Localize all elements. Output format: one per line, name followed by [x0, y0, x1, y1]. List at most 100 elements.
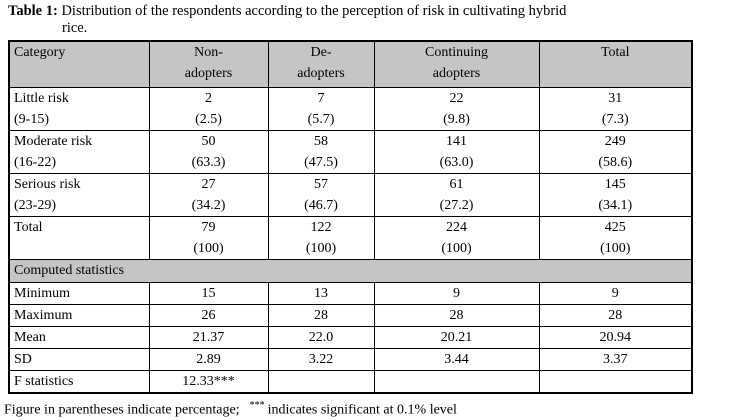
row-label: Total: [14, 220, 43, 235]
stat-label: SD: [8, 348, 150, 371]
percent-value: (100): [600, 241, 631, 256]
count-value: 58: [314, 134, 328, 149]
row-label: Serious risk: [14, 177, 81, 192]
stat-value: 3.22: [267, 348, 375, 371]
count-value: 145: [604, 177, 626, 192]
significance-asterisks: ***: [249, 400, 265, 411]
stat-value: 9: [538, 282, 693, 305]
table-caption: Table 1: Distribution of the respondents…: [8, 3, 719, 37]
table-row-total: Total 79 (100) 122 (100) 224 (100) 425 (…: [8, 216, 693, 260]
row-label: Little risk: [14, 91, 69, 106]
stat-value: 13: [267, 282, 375, 305]
section-header-computed-statistics: Computed statistics: [8, 259, 693, 283]
stat-label: Maximum: [8, 304, 150, 327]
section-header-row: Computed statistics: [8, 259, 693, 283]
column-header-total: Total: [538, 40, 693, 88]
data-cell: 58 (47.5): [267, 130, 375, 174]
stat-value: 3.44: [373, 348, 540, 371]
stat-label: Minimum: [8, 282, 150, 305]
stat-value: 28: [267, 304, 375, 327]
data-cell: 122 (100): [267, 216, 375, 260]
header-line: adopters: [184, 66, 233, 81]
stat-value-f: 12.33***: [148, 370, 269, 394]
stat-value-empty: [538, 370, 693, 394]
count-value: 7: [317, 91, 325, 106]
percent-value: (34.1): [598, 198, 633, 213]
count-value: 2: [205, 91, 212, 106]
header-line: adopters: [297, 66, 345, 81]
table-row-minimum: Minimum 15 13 9 9: [8, 282, 693, 305]
count-value: 57: [314, 177, 328, 192]
data-cell: 249 (58.6): [538, 130, 693, 174]
data-cell: 31 (7.3): [538, 87, 693, 131]
count-value: 425: [604, 220, 626, 235]
data-cell: 50 (63.3): [148, 130, 269, 174]
data-cell: 27 (34.2): [148, 173, 269, 217]
header-line: Non-: [194, 45, 223, 60]
table-footnote: Figure in parentheses indicate percentag…: [4, 397, 729, 420]
table-row-f-statistics: F statistics 12.33***: [8, 370, 693, 394]
column-header-category: Category: [8, 40, 150, 88]
table-row-little-risk: Little risk (9-15) 2 (2.5) 7 (5.7) 22 (9…: [8, 87, 693, 131]
count-value: 249: [604, 134, 626, 149]
data-cell: 224 (100): [373, 216, 540, 260]
percent-value: (63.0): [439, 155, 474, 170]
footnote-text: Figure in parentheses indicate percentag…: [4, 402, 240, 418]
count-value: 61: [449, 177, 464, 192]
stat-value: 15: [148, 282, 269, 305]
percent-value: (9.8): [443, 112, 470, 127]
count-value: 22: [449, 91, 464, 106]
stat-value-empty: [267, 370, 375, 394]
percent-value: (27.2): [439, 198, 474, 213]
percent-value: (100): [441, 241, 472, 256]
table-row-maximum: Maximum 26 28 28 28: [8, 304, 693, 327]
column-header-continuing-adopters: Continuing adopters: [373, 40, 540, 88]
count-value: 27: [201, 177, 216, 192]
stat-value: 2.89: [148, 348, 269, 371]
stat-value: 20.94: [538, 326, 693, 349]
column-header-non-adopters: Non- adopters: [148, 40, 269, 88]
stat-value: 9: [373, 282, 540, 305]
stat-value: 3.37: [538, 348, 693, 371]
percent-value: (5.7): [307, 112, 335, 127]
count-value: 50: [201, 134, 216, 149]
stat-value: 20.21: [373, 326, 540, 349]
data-cell: 79 (100): [148, 216, 269, 260]
count-value: 79: [201, 220, 216, 235]
data-cell: 2 (2.5): [148, 87, 269, 131]
data-cell: 57 (46.7): [267, 173, 375, 217]
table-row-moderate-risk: Moderate risk (16-22) 50 (63.3) 58 (47.5…: [8, 130, 693, 174]
header-line: adopters: [432, 66, 481, 81]
table-caption-text-line2: rice.: [62, 20, 88, 36]
table-row-sd: SD 2.89 3.22 3.44 3.37: [8, 348, 693, 371]
stat-value: 21.37: [148, 326, 269, 349]
row-range: (16-22): [14, 155, 56, 170]
count-value: 122: [310, 220, 332, 235]
row-label-cell: Moderate risk (16-22): [8, 130, 150, 174]
stat-value: 28: [538, 304, 693, 327]
percent-value: (63.3): [191, 155, 226, 170]
percent-value: (2.5): [195, 112, 222, 127]
table-row-mean: Mean 21.37 22.0 20.21 20.94: [8, 326, 693, 349]
data-cell: 145 (34.1): [538, 173, 693, 217]
data-cell: 425 (100): [538, 216, 693, 260]
data-cell: 7 (5.7): [267, 87, 375, 131]
table-row-serious-risk: Serious risk (23-29) 27 (34.2) 57 (46.7)…: [8, 173, 693, 217]
data-cell: 141 (63.0): [373, 130, 540, 174]
row-label-cell: Total: [8, 216, 150, 260]
footnote-text-2: indicates significant at 0.1% level: [267, 402, 457, 418]
percent-value: (7.3): [601, 112, 629, 127]
percent-value: (46.7): [304, 198, 338, 213]
stat-label: F statistics: [8, 370, 150, 394]
stat-label: Mean: [8, 326, 150, 349]
stat-value: 26: [148, 304, 269, 327]
column-header-de-adopters: De- adopters: [267, 40, 375, 88]
table-caption-text: Distribution of the respondents accordin…: [61, 3, 567, 19]
header-row: Category Non- adopters De- adopters Cont…: [8, 40, 693, 88]
data-cell: 61 (27.2): [373, 173, 540, 217]
row-label: Moderate risk: [14, 134, 93, 149]
percent-value: (58.6): [598, 155, 633, 170]
count-value: 224: [446, 220, 467, 235]
percent-value: (34.2): [191, 198, 226, 213]
count-value: 31: [608, 91, 623, 106]
